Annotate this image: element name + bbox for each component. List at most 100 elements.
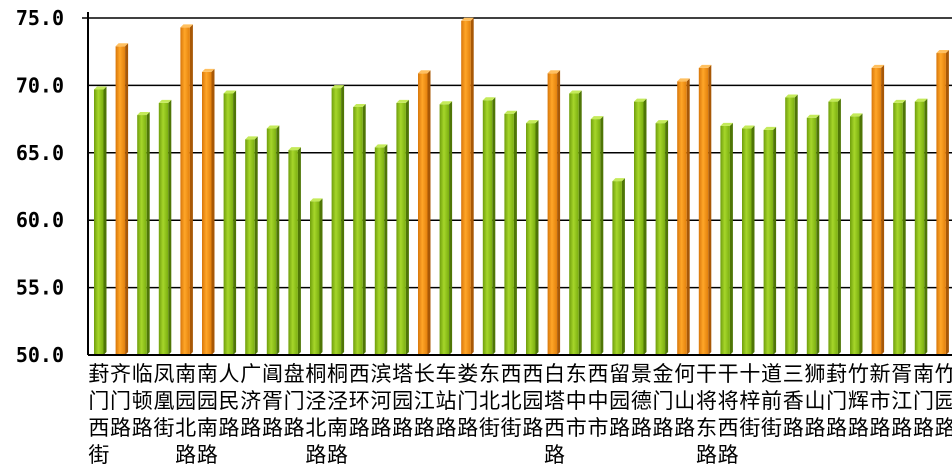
bar — [115, 43, 129, 356]
bar-front — [634, 101, 644, 356]
bar — [461, 17, 474, 356]
bar — [504, 110, 517, 355]
x-tick-label: 齐门路 — [110, 362, 131, 440]
x-tick-label: 竹辉路 — [848, 362, 869, 440]
bar-front — [482, 100, 493, 355]
x-tick-label: 新市路 — [870, 362, 891, 440]
bar-front — [245, 139, 255, 355]
bar-top — [223, 90, 237, 94]
bar-front — [720, 125, 730, 355]
y-tick-label: 65.0 — [16, 141, 64, 165]
x-tick-label: 盘门路 — [284, 362, 305, 440]
bar-side — [794, 94, 798, 356]
x-tick-label: 葑门西街 — [88, 362, 109, 466]
bar-top — [677, 78, 690, 82]
bar-front — [698, 67, 709, 355]
bar-front — [504, 113, 514, 355]
bar-side — [708, 64, 712, 355]
bar — [482, 97, 496, 355]
x-tick-label: 竹园路 — [935, 362, 952, 440]
bar-side — [211, 68, 215, 356]
bar — [698, 64, 712, 355]
x-tick-label: 干将东路 — [696, 362, 717, 466]
x-tick-label: 白塔西路 — [544, 362, 565, 466]
bar — [353, 103, 366, 355]
bar-side — [773, 126, 777, 355]
bar-front — [590, 119, 601, 355]
bar-front — [115, 46, 126, 356]
bar-top — [936, 50, 949, 54]
bar-side — [665, 120, 669, 355]
bar-side — [297, 147, 301, 355]
bar-front — [374, 147, 385, 355]
gridlines — [88, 17, 952, 289]
bar-top — [353, 103, 366, 107]
bar-front — [137, 115, 147, 355]
bar — [202, 68, 215, 356]
bar — [893, 99, 906, 355]
bar-top — [202, 68, 215, 72]
bar — [418, 70, 431, 355]
bar-side — [557, 70, 561, 355]
x-tick-label: 桐泾北路 — [305, 362, 326, 466]
bar-front — [806, 117, 817, 355]
bar-top — [526, 120, 539, 124]
bar-top — [439, 101, 453, 105]
bar — [288, 147, 301, 355]
bar-top — [590, 116, 604, 120]
x-tick-label: 东北街 — [479, 362, 500, 440]
bar — [526, 120, 539, 355]
bar-side — [535, 120, 539, 355]
bar-top — [914, 98, 928, 102]
bar-side — [276, 125, 280, 355]
bar — [590, 116, 604, 355]
bar-side — [449, 101, 453, 355]
x-tick-label: 临顿路 — [132, 362, 153, 440]
bar-side — [600, 116, 604, 355]
bar-front — [677, 81, 687, 355]
bar-front — [396, 102, 406, 355]
bar-front — [461, 20, 471, 356]
bar-side — [384, 144, 388, 355]
bar-side — [924, 98, 928, 356]
bar-front — [202, 71, 212, 356]
bar-front — [223, 93, 234, 355]
bar-side — [427, 70, 431, 355]
bar-top — [655, 120, 669, 124]
bar-top — [612, 178, 625, 182]
x-tick-label: 南园北路 — [175, 362, 196, 466]
bar-top — [828, 98, 841, 102]
bar-front — [612, 181, 622, 355]
bar-top — [266, 125, 280, 129]
x-tick-label: 金门路 — [653, 362, 674, 440]
x-tick-label: 十梓街 — [739, 362, 760, 440]
x-tick-label: 西北街 — [501, 362, 522, 440]
y-tick-label: 60.0 — [16, 208, 64, 232]
x-tick-label: 长江路 — [414, 362, 435, 440]
bar-side — [816, 114, 820, 355]
y-tick-label: 75.0 — [16, 6, 64, 30]
x-tick-label: 西中市 — [587, 362, 608, 440]
bar-side — [470, 17, 474, 356]
bar — [331, 85, 345, 355]
bar-front — [914, 101, 925, 356]
bar-front — [94, 89, 104, 355]
bar-top — [893, 99, 906, 103]
bar-top — [850, 113, 863, 117]
bar-side — [686, 78, 690, 355]
bar-side — [902, 99, 906, 355]
x-tick-label: 人民路 — [219, 362, 240, 440]
bar — [137, 112, 150, 355]
bar-front — [310, 201, 320, 355]
bar-top — [396, 99, 409, 103]
bar — [914, 98, 928, 356]
x-tick-label: 滨河路 — [370, 362, 391, 440]
bar-top — [331, 85, 345, 89]
bar-side — [341, 85, 345, 355]
bar-side — [168, 99, 172, 355]
x-tick-label: 干将西路 — [718, 362, 739, 466]
x-tick-label: 娄门路 — [457, 362, 478, 440]
bar-front — [936, 53, 946, 355]
bar — [547, 70, 561, 355]
